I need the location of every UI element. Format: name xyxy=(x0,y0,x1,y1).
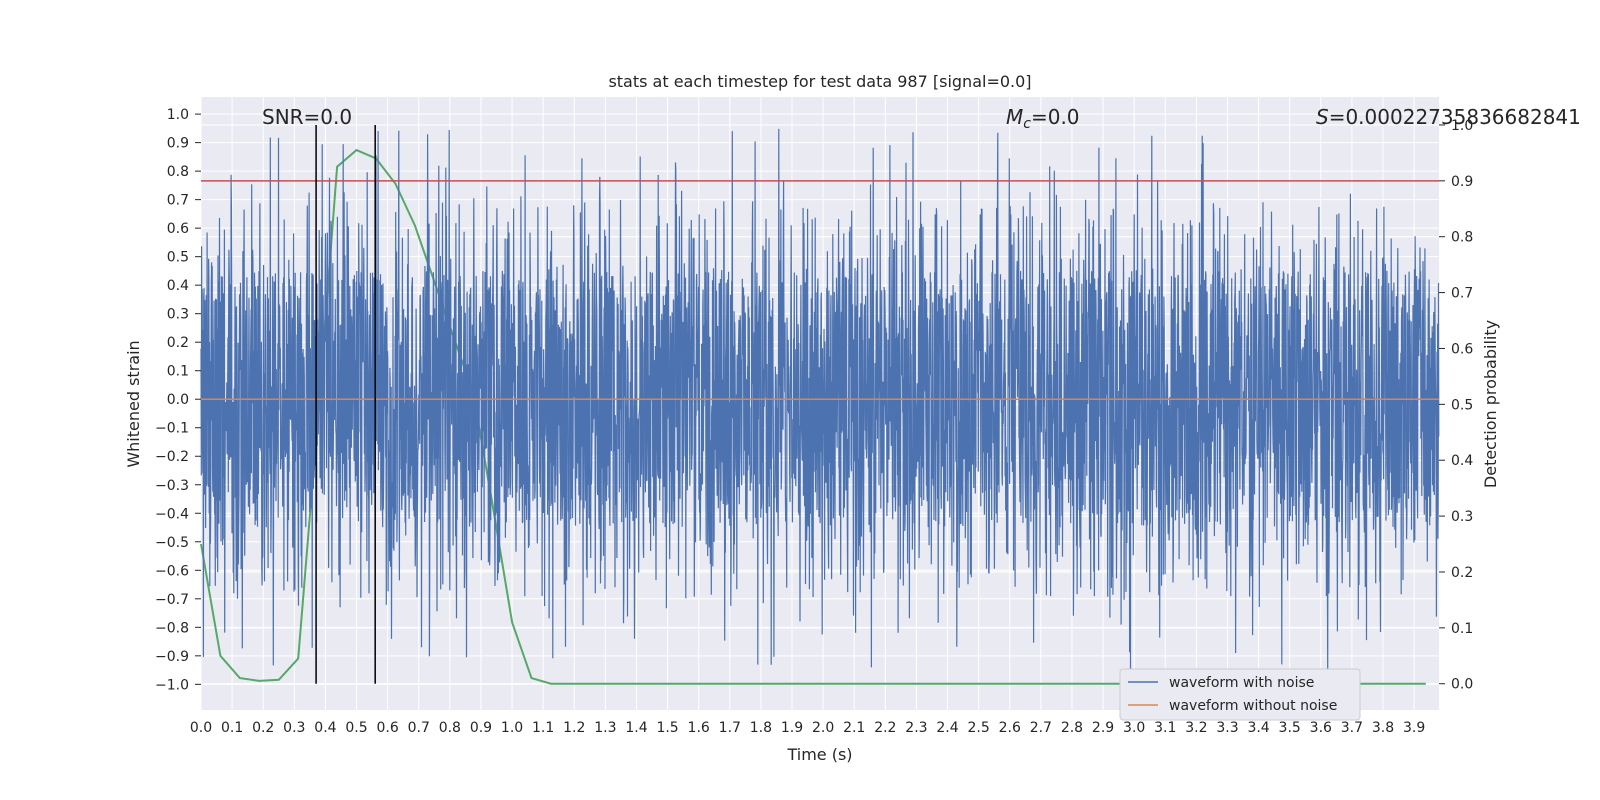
y-tick-label: 0.6 xyxy=(167,221,189,237)
y-tick-label: −1.0 xyxy=(155,677,189,693)
x-tick-label: 2.2 xyxy=(874,720,896,736)
x-tick-label: 3.6 xyxy=(1310,720,1332,736)
y2-tick-label: 1.0 xyxy=(1451,118,1473,134)
overlay-layer xyxy=(201,124,1439,684)
y2-tick-label: 0.7 xyxy=(1451,286,1473,302)
legend-box xyxy=(1119,668,1361,721)
y2-tick-label: 0.0 xyxy=(1451,677,1473,693)
y-tick-label: 0.2 xyxy=(167,335,189,351)
x-tick-label: 0.3 xyxy=(283,720,305,736)
y-tick-label: 0.4 xyxy=(167,278,189,294)
x-tick-label: 3.8 xyxy=(1372,720,1394,736)
y2-tick-label: 0.2 xyxy=(1451,565,1473,581)
y2-tick-label: 0.4 xyxy=(1451,453,1473,469)
y-tick-label: 0.9 xyxy=(167,136,189,152)
y-tick-label: −0.7 xyxy=(155,592,189,608)
y-tick-label: −0.3 xyxy=(155,478,189,494)
waveform-with-noise-layer xyxy=(200,128,1440,670)
x-tick-label: 1.3 xyxy=(594,720,616,736)
x-tick-label: 0.2 xyxy=(252,720,274,736)
s-annotation: S=0.00022735836682841 xyxy=(1316,105,1581,129)
y-tick-label: −0.9 xyxy=(155,649,189,665)
x-tick-label: 1.1 xyxy=(532,720,554,736)
mc-annotation: Mc=0.0 xyxy=(1006,105,1080,132)
detection-probability-line xyxy=(200,148,1426,685)
y-axis-label: Whitened strain xyxy=(124,340,143,467)
y2-tick-label: 0.9 xyxy=(1451,174,1473,190)
x-tick-label: 0.9 xyxy=(470,720,492,736)
x-tick-label: 1.6 xyxy=(688,720,710,736)
y-tick-label: −0.4 xyxy=(155,506,189,522)
x-tick-label: 3.4 xyxy=(1247,720,1269,736)
y-tick-label: −0.6 xyxy=(155,563,189,579)
legend-label-clean: waveform without noise xyxy=(1169,698,1337,714)
x-tick-label: 0.0 xyxy=(190,720,212,736)
legend: waveform with noise waveform without noi… xyxy=(1119,668,1361,721)
waveform-with-noise-line xyxy=(200,128,1440,670)
x-tick-label: 3.9 xyxy=(1403,720,1425,736)
x-tick-label: 0.1 xyxy=(221,720,243,736)
y-tick-label: 0.7 xyxy=(167,193,189,209)
x-tick-label: 0.7 xyxy=(408,720,430,736)
y-tick-label: 0.1 xyxy=(167,364,189,380)
x-tick-label: 2.5 xyxy=(968,720,990,736)
x-tick-label: 1.9 xyxy=(781,720,803,736)
x-tick-label: 2.3 xyxy=(905,720,927,736)
x-tick-label: 2.7 xyxy=(1030,720,1052,736)
x-tick-label: 1.5 xyxy=(656,720,678,736)
x-tick-label: 0.6 xyxy=(377,720,399,736)
y2-tick-label: 0.5 xyxy=(1451,397,1473,413)
y-tick-label: 0.0 xyxy=(167,392,189,408)
y-tick-label: 0.5 xyxy=(167,250,189,266)
y2-tick-label: 0.6 xyxy=(1451,341,1473,357)
x-tick-label: 0.8 xyxy=(439,720,461,736)
y2-tick-label: 0.3 xyxy=(1451,509,1473,525)
x-tick-label: 3.0 xyxy=(1123,720,1145,736)
mc-value: =0.0 xyxy=(1031,105,1080,129)
x-tick-label: 3.2 xyxy=(1185,720,1207,736)
chart-title: stats at each timestep for test data 987… xyxy=(608,72,1031,91)
mc-symbol: M xyxy=(1006,105,1023,129)
snr-annotation: SNR=0.0 xyxy=(262,105,352,129)
y-tick-label: −0.8 xyxy=(155,620,189,636)
x-tick-label: 2.0 xyxy=(812,720,834,736)
x-tick-label: 3.7 xyxy=(1341,720,1363,736)
y-tick-label: 0.3 xyxy=(167,307,189,323)
x-tick-label: 1.2 xyxy=(563,720,585,736)
mc-subscript: c xyxy=(1023,116,1031,132)
y-tick-label: −0.1 xyxy=(155,421,189,437)
x-tick-label: 2.1 xyxy=(843,720,865,736)
y2-tick-label: 0.8 xyxy=(1451,230,1473,246)
x-tick-label: 1.8 xyxy=(750,720,772,736)
ticks: 0.0 0.1 0.2 0.3 0.4 0.5 0.6 0.7 0.8 0.9 1.0 1.1 1.2 1… xyxy=(155,107,1473,736)
x-tick-label: 1.0 xyxy=(501,720,523,736)
x-tick-label: 2.4 xyxy=(936,720,958,736)
x-tick-label: 2.6 xyxy=(999,720,1021,736)
legend-label-noise: waveform with noise xyxy=(1169,675,1314,691)
y-tick-label: −0.2 xyxy=(155,449,189,465)
x-tick-label: 2.8 xyxy=(1061,720,1083,736)
s-symbol: S xyxy=(1316,105,1329,129)
s-value: =0.00022735836682841 xyxy=(1329,105,1581,129)
detection-probability-layer xyxy=(200,148,1426,685)
x-axis-label: Time (s) xyxy=(786,745,852,764)
y-tick-label: −0.5 xyxy=(155,535,189,551)
x-tick-label: 1.4 xyxy=(625,720,647,736)
y2-axis-label: Detection probability xyxy=(1481,320,1500,488)
x-tick-label: 3.3 xyxy=(1216,720,1238,736)
x-tick-label: 0.5 xyxy=(345,720,367,736)
x-tick-label: 1.7 xyxy=(719,720,741,736)
x-tick-label: 0.4 xyxy=(314,720,336,736)
x-tick-label: 3.5 xyxy=(1279,720,1301,736)
x-tick-label: 3.1 xyxy=(1154,720,1176,736)
y-tick-label: 0.8 xyxy=(167,164,189,180)
x-tick-label: 2.9 xyxy=(1092,720,1114,736)
y2-tick-label: 0.1 xyxy=(1451,621,1473,637)
y-tick-label: 1.0 xyxy=(167,107,189,123)
